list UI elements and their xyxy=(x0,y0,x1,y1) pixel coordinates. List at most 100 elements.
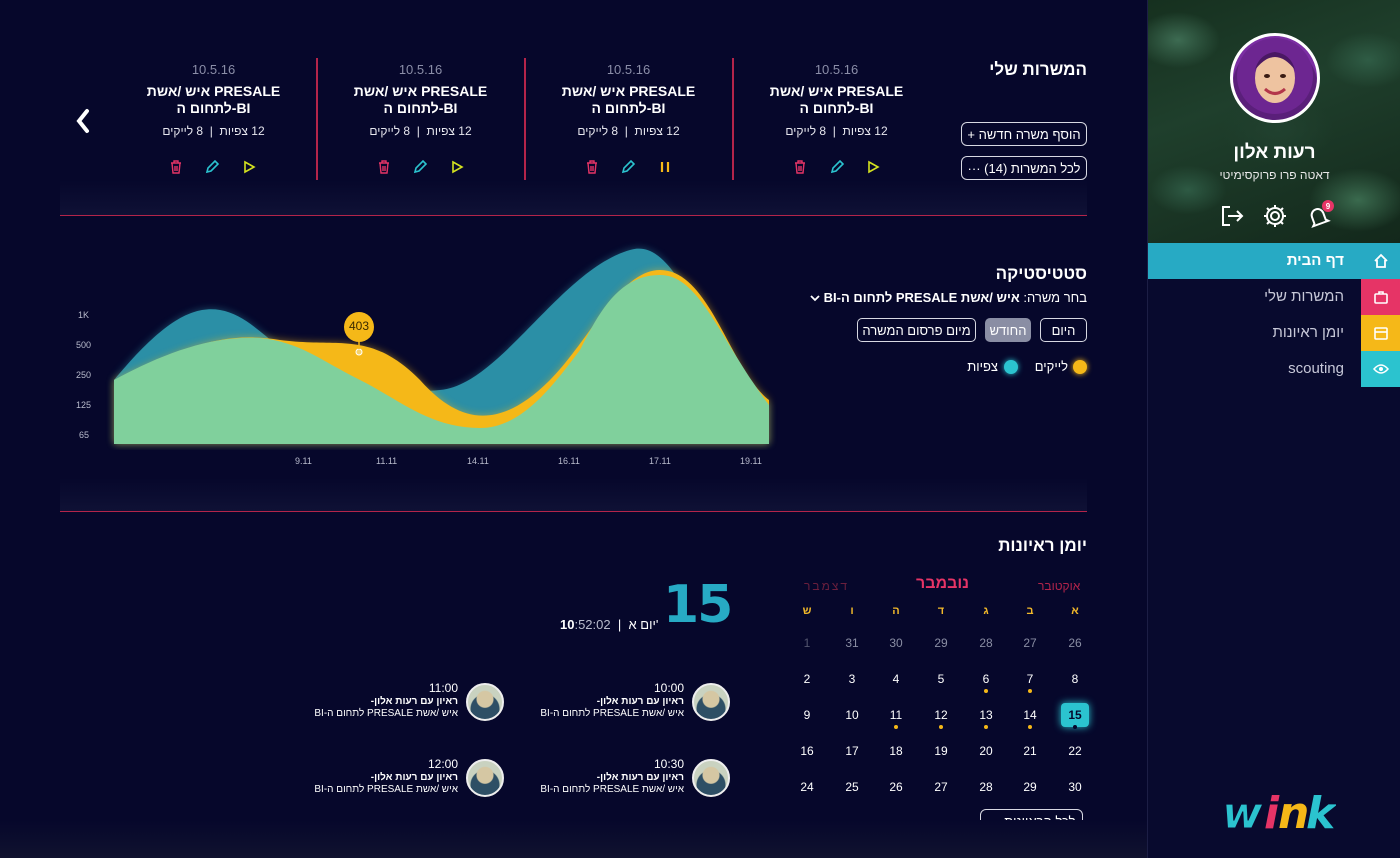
pause-icon[interactable] xyxy=(657,158,673,176)
calendar-day[interactable]: 30 xyxy=(1068,780,1082,794)
calendar-day[interactable]: 5 xyxy=(937,672,945,686)
all-jobs-button[interactable]: ··· לכל המשרות (14) xyxy=(961,156,1087,180)
calendar-day[interactable]: 30 xyxy=(889,636,903,650)
calendar-day[interactable]: 16 xyxy=(800,744,814,758)
pencil-icon[interactable] xyxy=(412,158,428,176)
calendar-day[interactable]: 31 xyxy=(845,636,859,650)
avatar xyxy=(466,759,504,797)
calendar-day[interactable]: 22 xyxy=(1068,744,1082,758)
weekday-header: א xyxy=(1071,605,1079,617)
interview-event[interactable]: 11:00 ראיון עם רעות אלון- איש /אשת PRESA… xyxy=(314,681,504,725)
svg-text:k: k xyxy=(1306,788,1336,838)
bell-icon[interactable]: 9 xyxy=(1304,200,1334,230)
sidebar-item-interviews[interactable]: יומן ראיונות xyxy=(1148,315,1400,351)
job-title: איש /אשת PRESALE לתחום ה-BI xyxy=(733,83,940,117)
calendar-day[interactable]: 6 xyxy=(972,667,1000,693)
calendar-day[interactable]: 1 xyxy=(803,636,811,650)
pencil-icon[interactable] xyxy=(620,158,636,176)
calendar-day[interactable]: 21 xyxy=(1023,744,1037,758)
sidebar-item-jobs[interactable]: המשרות שלי xyxy=(1148,279,1400,315)
calendar-day[interactable]: 3 xyxy=(848,672,856,686)
calendar-day[interactable]: 28 xyxy=(979,780,993,794)
next-month[interactable]: דצמבר xyxy=(804,579,850,593)
chevron-left-icon[interactable] xyxy=(72,106,94,136)
calendar-day[interactable]: 4 xyxy=(892,672,900,686)
calendar-icon xyxy=(1361,315,1400,351)
job-card[interactable]: 10.5.16 איש /אשת PRESALE לתחום ה-BI 12 צ… xyxy=(110,58,317,180)
job-card[interactable]: 10.5.16 איש /אשת PRESALE לתחום ה-BI 12 צ… xyxy=(317,58,524,180)
gear-icon[interactable] xyxy=(1261,202,1289,230)
calendar-day[interactable]: 9 xyxy=(803,708,811,722)
calendar-day[interactable]: 24 xyxy=(800,780,814,794)
play-icon[interactable] xyxy=(449,158,465,176)
calendar-day[interactable]: 13 xyxy=(972,703,1000,729)
section-divider-band xyxy=(60,180,1087,215)
x-tick-label: 9.11 xyxy=(295,456,312,466)
time-rest: :52:02 xyxy=(574,617,611,632)
calendar-day[interactable]: 26 xyxy=(889,780,903,794)
pencil-icon[interactable] xyxy=(204,158,220,176)
add-job-button[interactable]: + הוסף משרה חדשה xyxy=(961,122,1087,146)
sidebar-item-scouting[interactable]: scouting xyxy=(1148,351,1400,387)
x-tick-label: 16.11 xyxy=(558,456,580,466)
calendar-day[interactable]: 11 xyxy=(882,703,910,729)
avatar xyxy=(692,759,730,797)
range-today-button[interactable]: היום xyxy=(1040,318,1087,342)
job-title-line: לתחום ה-BI xyxy=(383,100,458,116)
calendar-day-selected[interactable]: 15 xyxy=(1061,703,1089,729)
trash-icon[interactable] xyxy=(584,158,600,176)
calendar-day[interactable]: 27 xyxy=(1023,636,1037,650)
calendar-day[interactable]: 20 xyxy=(979,744,993,758)
event-time: 10:00 xyxy=(653,681,684,695)
calendar-day[interactable]: 12 xyxy=(927,703,955,729)
selected-day-number: 15 xyxy=(663,575,733,635)
calendar-day[interactable]: 27 xyxy=(934,780,948,794)
range-month-button[interactable]: החודש xyxy=(985,318,1031,342)
weekday-header: ש xyxy=(802,605,812,617)
calendar-day[interactable]: 19 xyxy=(934,744,948,758)
play-icon[interactable] xyxy=(865,158,881,176)
calendar-day[interactable]: 8 xyxy=(1071,672,1079,686)
avatar[interactable] xyxy=(1230,33,1320,123)
job-title: איש /אשת PRESALE לתחום ה-BI xyxy=(110,83,317,117)
calendar-day[interactable]: 28 xyxy=(979,636,993,650)
job-card[interactable]: 10.5.16 איש /אשת PRESALE לתחום ה-BI 12 צ… xyxy=(733,58,940,180)
x-tick-label: 19.11 xyxy=(740,456,762,466)
event-dot xyxy=(1073,725,1077,729)
prev-month[interactable]: אוקטובר xyxy=(1038,579,1081,593)
logout-icon[interactable] xyxy=(1218,202,1246,230)
interview-event[interactable]: 12:00 ראיון עם רעות אלון- איש /אשת PRESA… xyxy=(314,757,504,801)
calendar-day[interactable]: 29 xyxy=(934,636,948,650)
job-card[interactable]: 10.5.16 איש /אשת PRESALE לתחום ה-BI 12 צ… xyxy=(525,58,732,180)
calendar-day[interactable]: 25 xyxy=(845,780,859,794)
chevron-down-icon xyxy=(810,290,820,305)
calendar-day[interactable]: 14 xyxy=(1016,703,1044,729)
calendar-day[interactable]: 7 xyxy=(1016,667,1044,693)
sidebar: רעות אלון דאטה פרו פרוקסימיטי 9 דף הבית … xyxy=(1147,0,1400,858)
calendar-day[interactable]: 17 xyxy=(845,744,859,758)
event-time: 12:00 xyxy=(427,757,458,771)
event-dot xyxy=(984,689,988,693)
event-job: איש /אשת PRESALE לתחום ה-BI xyxy=(540,784,684,795)
trash-icon[interactable] xyxy=(376,158,392,176)
sidebar-item-home[interactable]: דף הבית xyxy=(1148,243,1400,279)
job-select[interactable]: בחר משרה: איש /אשת PRESALE לתחום ה-BI xyxy=(810,290,1087,305)
profile-role: דאטה פרו פרוקסימיטי xyxy=(1219,168,1330,182)
calendar-day[interactable]: 18 xyxy=(889,744,903,758)
calendar-day[interactable]: 10 xyxy=(845,708,859,722)
job-select-prefix: בחר משרה: xyxy=(1023,290,1087,305)
interview-event[interactable]: 10:00 ראיון עם רעות אלון- איש /אשת PRESA… xyxy=(540,681,730,725)
range-since-posted-button[interactable]: מיום פרסום המשרה xyxy=(857,318,976,342)
calendar-day[interactable]: 29 xyxy=(1023,780,1037,794)
play-icon[interactable] xyxy=(241,158,257,176)
job-stats: 12 צפיות | 8 לייקים xyxy=(162,124,265,138)
chart-tooltip-value: 403 xyxy=(348,319,370,333)
weekday-header: ד xyxy=(937,605,945,617)
job-title: איש /אשת PRESALE לתחום ה-BI xyxy=(317,83,524,117)
calendar-day[interactable]: 26 xyxy=(1068,636,1082,650)
pencil-icon[interactable] xyxy=(829,158,845,176)
trash-icon[interactable] xyxy=(168,158,184,176)
trash-icon[interactable] xyxy=(792,158,808,176)
interview-event[interactable]: 10:30 ראיון עם רעות אלון- איש /אשת PRESA… xyxy=(540,757,730,801)
calendar-day[interactable]: 2 xyxy=(803,672,811,686)
